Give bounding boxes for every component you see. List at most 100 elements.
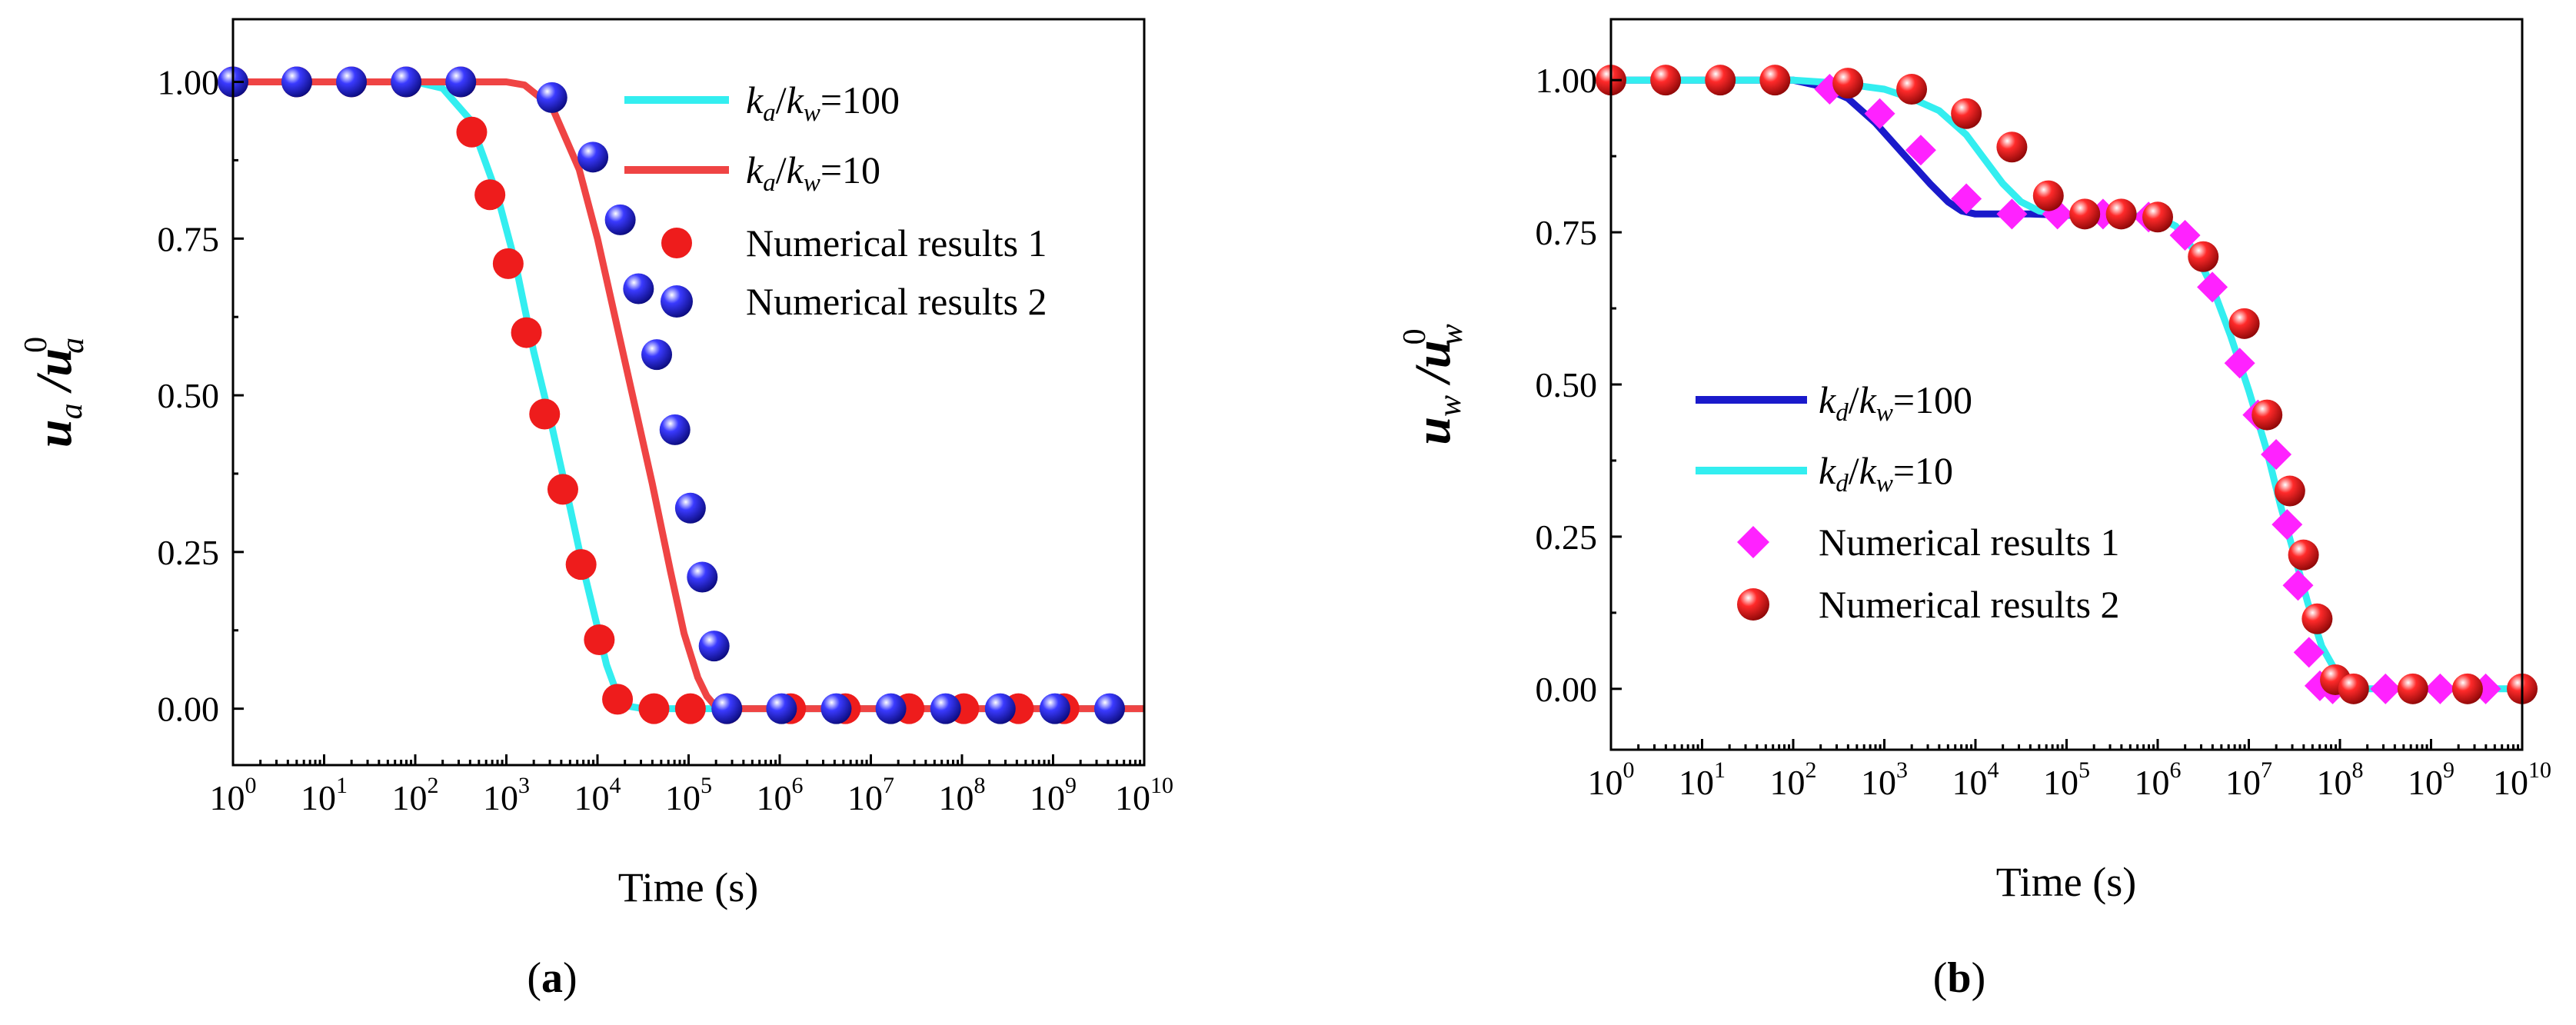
chart-a-point-blue-sphere-8 [604, 204, 636, 235]
chart-b-y-tick-label: 0.50 [1536, 365, 1598, 404]
chart-b-x-tick-label: 109 [2408, 757, 2455, 802]
chart-b-point-red-sphere-21 [2397, 673, 2428, 704]
chart-a-point-red-circle-7 [474, 179, 506, 211]
chart-b-caption: (b) [1933, 954, 1985, 1002]
chart-b-legend: kd/kw=100 kd/kw=10 Numerical results 1 N… [1696, 378, 2120, 626]
chart-a-point-blue-sphere-4 [391, 66, 422, 98]
chart-a-series-line-2 [233, 78, 1144, 713]
chart-a-point-red-circle-15 [638, 693, 670, 724]
chart-a-point-blue-sphere-7 [577, 141, 609, 173]
chart-a-legend-item-1: ka/kw=100 [624, 78, 900, 127]
chart-b-point-red-sphere-2 [1650, 65, 1682, 96]
chart-b-y-tick-label: 0.75 [1536, 213, 1598, 252]
chart-b-point-magenta-diamond-9 [2169, 220, 2201, 251]
chart-b-plot-frame [1609, 18, 2524, 751]
svg-text:Numerical results 1: Numerical results 1 [1819, 521, 2120, 564]
chart-b-point-red-sphere-18 [2301, 603, 2333, 634]
chart-b-x-axis: 100 101 102 103 104 105 106 107 108 109 1010 [1588, 739, 2551, 802]
chart-b-series-line-1 [1611, 76, 2162, 221]
chart-a-point-blue-sphere-14 [698, 631, 730, 662]
chart-a-series-line-1 [233, 78, 1144, 713]
chart-b-point-magenta-diamond-14 [2271, 509, 2303, 541]
chart-a-point-red-circle-10 [529, 398, 561, 430]
chart-b-point-magenta-diamond-13 [2261, 439, 2292, 471]
chart-b-point-red-sphere-22 [2451, 673, 2483, 704]
chart-b-point-magenta-diamond-3 [1905, 135, 1936, 166]
chart-a-point-blue-sphere-15 [711, 693, 743, 724]
chart-b-x-tick-label: 103 [1861, 757, 1908, 802]
chart-a-point-blue-sphere-19 [930, 693, 961, 724]
chart-a-point-blue-sphere-21 [1039, 693, 1070, 724]
chart-a-y-tick-label: 1.00 [158, 63, 220, 102]
chart-a-x-tick-label: 105 [665, 773, 712, 817]
chart-a-point-blue-sphere-22 [1093, 693, 1125, 724]
chart-a-y-tick-label: 0.50 [158, 376, 220, 415]
chart-b-point-magenta-diamond-10 [2197, 271, 2228, 303]
chart-b-point-red-sphere-15 [2252, 399, 2283, 431]
chart-b-x-tick-label: 106 [2135, 757, 2182, 802]
svg-text:kd/kw=10: kd/kw=10 [1819, 449, 1953, 498]
chart-b-legend-item-1: kd/kw=100 [1696, 378, 1972, 427]
chart-a-point-blue-sphere-16 [766, 693, 797, 724]
chart-b-point-red-sphere-13 [2188, 241, 2219, 272]
chart-a-y-tick-label: 0.00 [158, 690, 220, 729]
chart-b-point-magenta-diamond-11 [2224, 348, 2255, 379]
chart-b-y-axis-title: uw /u0w [1397, 324, 1469, 444]
chart-a-point-blue-sphere-3 [336, 66, 368, 98]
chart-b-point-red-sphere-8 [1996, 131, 2028, 163]
chart-b-point-magenta-diamond-2 [1864, 98, 1895, 129]
chart-b-point-red-sphere-6 [1896, 74, 1928, 105]
chart-a-y-tick-label: 0.75 [158, 219, 220, 258]
chart-a-point-blue-sphere-13 [687, 561, 718, 593]
chart-a-series-points [218, 66, 1125, 724]
chart-b-y-tick-label: 0.00 [1536, 670, 1598, 709]
svg-text:ka/kw=100: ka/kw=100 [746, 78, 900, 127]
chart-a-point-red-circle-13 [584, 624, 615, 655]
chart-a-point-red-circle-8 [492, 248, 524, 279]
chart-a-point-blue-sphere-2 [281, 66, 312, 98]
chart-b-x-axis-title: Time (s) [1996, 859, 2137, 905]
chart-a-legend-item-4: Numerical results 2 [661, 280, 1047, 323]
chart-a-x-tick-label: 106 [757, 773, 804, 817]
chart-a-point-blue-sphere-17 [820, 693, 852, 724]
chart-a-x-tick-label: 109 [1030, 773, 1077, 817]
chart-a-point-red-circle-11 [547, 474, 578, 505]
svg-text:Numerical results 1: Numerical results 1 [746, 221, 1047, 265]
chart-a-point-blue-sphere-6 [536, 82, 567, 113]
chart-a-point-blue-sphere-10 [641, 339, 673, 371]
chart-a-point-red-circle-9 [511, 317, 542, 348]
chart-a-x-axis-title: Time (s) [618, 864, 759, 910]
chart-b-y-tick-label: 0.25 [1536, 517, 1598, 557]
chart-b-point-magenta-diamond-19 [2370, 673, 2401, 704]
chart-a-point-blue-sphere-5 [445, 66, 477, 98]
chart-b-point-red-sphere-10 [2069, 198, 2101, 230]
chart-b-point-red-sphere-11 [2105, 198, 2137, 230]
chart-a-y-axis-title: ua /u0a [18, 337, 91, 448]
chart-a-point-red-circle-14 [602, 684, 634, 715]
svg-text:kd/kw=100: kd/kw=100 [1819, 378, 1972, 427]
chart-b-point-red-sphere-14 [2228, 308, 2260, 339]
chart-a-x-tick-label: 1010 [1115, 773, 1173, 817]
chart-b-point-red-sphere-20 [2338, 673, 2369, 704]
chart-b-point-red-sphere-7 [1951, 98, 1982, 129]
chart-a-legend: ka/kw=100 ka/kw=10 Numerical results 1 N… [624, 78, 1047, 323]
chart-a-point-red-circle-12 [565, 549, 597, 581]
chart-b-point-red-sphere-9 [2032, 180, 2064, 211]
chart-b-x-tick-label: 1010 [2493, 757, 2551, 802]
chart-b: 100 101 102 103 104 105 106 107 108 109 1010 0.000… [1397, 18, 2551, 1002]
chart-a-caption: (a) [527, 954, 577, 1002]
chart-b-x-tick-label: 102 [1770, 757, 1817, 802]
chart-b-legend-item-2: kd/kw=10 [1696, 449, 1953, 498]
chart-a-y-tick-label: 0.25 [158, 533, 220, 572]
chart-a-x-axis: 100 101 102 103 104 105 106 107 108 109 1010 [210, 754, 1173, 817]
chart-a-x-tick-label: 104 [574, 773, 621, 817]
chart-b-point-magenta-diamond-20 [2425, 673, 2456, 704]
chart-b-x-tick-label: 100 [1588, 757, 1635, 802]
chart-a-series-lines [233, 78, 1144, 713]
chart-b-point-red-sphere-12 [2142, 201, 2173, 233]
chart-a-legend-item-3: Numerical results 1 [661, 221, 1047, 265]
chart-b-point-red-sphere-16 [2274, 475, 2305, 507]
svg-text:Numerical results 2: Numerical results 2 [1819, 583, 2120, 626]
svg-text:ka/kw=10: ka/kw=10 [746, 148, 880, 197]
